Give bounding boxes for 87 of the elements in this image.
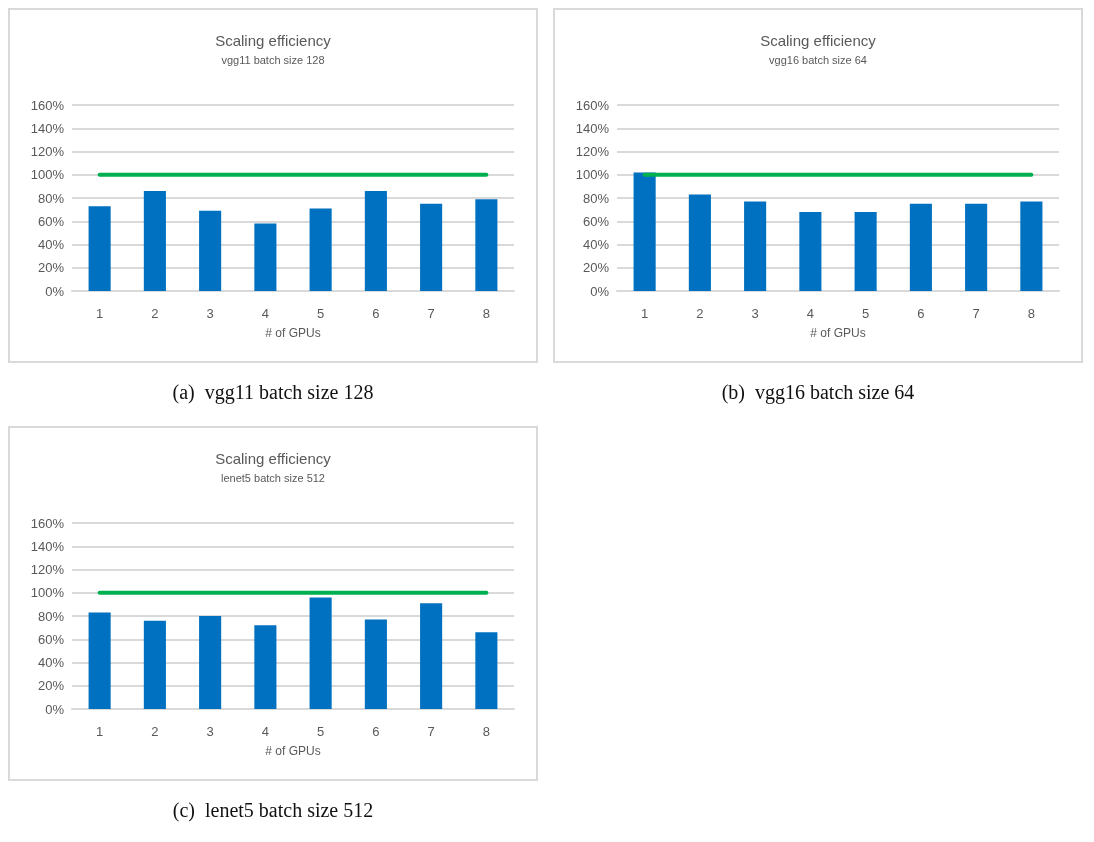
y-tick-label: 140% [30,538,65,554]
x-tick-label: 4 [806,306,814,321]
y-tick-label: 120% [30,562,65,577]
y-tick-label: 40% [37,237,65,252]
y-tick-label: 40% [582,237,610,252]
y-tick-label: 160% [30,97,65,113]
x-tick-label: 5 [317,724,325,739]
y-tick-label: 160% [575,97,610,113]
bar [88,206,111,291]
y-tick-label: 120% [575,144,610,159]
y-tick-label: 60% [37,213,65,229]
x-tick-label: 8 [482,306,490,321]
chart-title: Scaling efficiency [215,32,332,49]
bar [744,201,767,291]
y-tick-label: 100% [30,167,65,183]
x-tick-label: 8 [482,724,490,739]
x-axis-title: # of GPUs [265,326,321,340]
y-tick-label: 0% [590,283,610,299]
y-tick-label: 0% [45,701,65,717]
bar [420,203,443,291]
text: (a) vgg11 batch size 128 [172,381,374,404]
y-tick-label: 40% [37,655,65,670]
y-tick-label: 160% [30,515,65,531]
bar [420,603,443,709]
bar [364,191,387,291]
y-tick-label: 20% [37,678,65,694]
x-tick-label: 6 [372,306,380,321]
chart-subtitle: vgg11 batch size 128 [221,53,325,66]
x-tick-label: 3 [751,306,759,321]
x-tick-label: 1 [96,306,104,321]
y-tick-label: 80% [37,608,65,624]
x-axis-title: # of GPUs [810,326,866,340]
y-tick-label: 80% [582,190,610,206]
y-tick-label: 120% [30,144,65,159]
chart-subtitle: lenet5 batch size 512 [221,471,325,484]
y-tick-label: 0% [45,283,65,299]
x-axis-title: # of GPUs [265,744,321,758]
bar [254,223,277,291]
bar [475,632,498,709]
x-tick-label: 1 [96,724,104,739]
y-tick-label: 140% [30,120,65,136]
x-tick-label: 8 [1027,306,1035,321]
bar [143,191,166,291]
bar [88,612,111,709]
text: (b) vgg16 batch size 64 [721,381,915,404]
chart-title: Scaling efficiency [760,32,877,49]
y-tick-label: 60% [37,631,65,647]
bar [309,208,332,291]
x-tick-label: 7 [427,724,435,739]
y-tick-label: 80% [37,190,65,206]
bar [309,597,332,709]
chart-subtitle: vgg16 batch size 64 [769,53,867,66]
x-tick-label: 6 [917,306,925,321]
bar [909,203,932,291]
bar [143,620,166,709]
bar [199,210,222,291]
x-tick-label: 3 [206,306,214,321]
text: (c) lenet5 batch size 512 [172,799,374,822]
x-tick-label: 2 [696,306,704,321]
bar [965,203,988,291]
x-tick-label: 5 [317,306,325,321]
bar [688,194,711,291]
x-tick-label: 2 [151,724,159,739]
x-tick-label: 7 [972,306,980,321]
x-tick-label: 4 [261,724,269,739]
bar [799,211,822,291]
y-tick-label: 140% [575,120,610,136]
y-tick-label: 20% [37,260,65,276]
bar [364,619,387,709]
bar [854,211,877,291]
x-tick-label: 7 [427,306,435,321]
x-tick-label: 5 [862,306,870,321]
x-tick-label: 2 [151,306,159,321]
y-tick-label: 100% [575,167,610,183]
chart-title: Scaling efficiency [215,450,332,467]
bar [1020,201,1043,291]
bar [475,199,498,291]
y-tick-label: 100% [30,585,65,601]
y-tick-label: 20% [582,260,610,276]
bar [199,616,222,709]
x-tick-label: 3 [206,724,214,739]
x-tick-label: 6 [372,724,380,739]
x-tick-label: 4 [261,306,269,321]
bar [254,625,277,709]
y-tick-label: 60% [582,213,610,229]
x-tick-label: 1 [641,306,649,321]
bar [633,172,656,291]
